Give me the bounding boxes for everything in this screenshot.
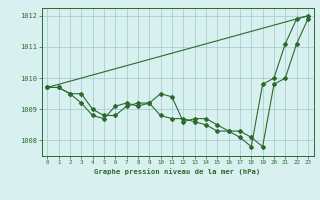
X-axis label: Graphe pression niveau de la mer (hPa): Graphe pression niveau de la mer (hPa) xyxy=(94,168,261,175)
